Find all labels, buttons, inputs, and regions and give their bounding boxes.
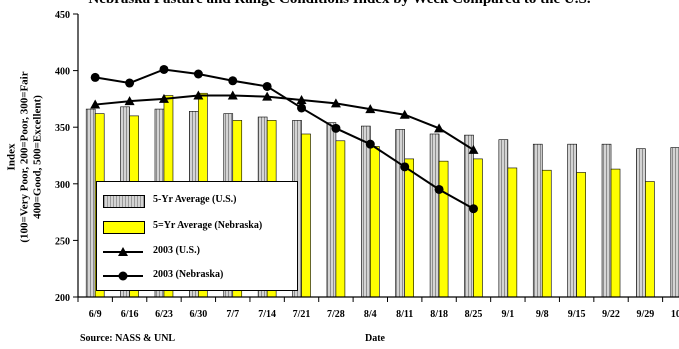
- source-note: Source: NASS & UNL: [80, 333, 176, 344]
- y-axis-label-line-3: 400=Good, 500=Excellent): [31, 95, 44, 219]
- x-tick-label: 8/18: [430, 309, 448, 320]
- y-axis-label: Index (100=Very Poor, 200=Poor, 300=Fair…: [6, 27, 45, 287]
- bar-nebraska-average: [404, 158, 414, 298]
- legend: 5-Yr Average (U.S.) 5=Yr Average (Nebras…: [96, 181, 298, 291]
- point-nebraska-2003: [365, 139, 375, 149]
- bar-us-average: [532, 143, 543, 298]
- bar-us-average: [85, 108, 96, 298]
- x-tick-label: 9/29: [637, 309, 655, 320]
- y-axis-label-line-1: Index: [5, 143, 18, 171]
- bar-us-average: [636, 148, 646, 298]
- bar-nebraska-average: [610, 168, 621, 298]
- point-nebraska-2003: [193, 69, 203, 79]
- bar-us-average: [567, 143, 577, 298]
- bar-us-average: [670, 147, 679, 298]
- y-tick-label: 350: [55, 123, 70, 134]
- bar-nebraska-average: [335, 140, 346, 298]
- bar-us-average: [601, 143, 612, 298]
- x-tick-label: 8/11: [396, 309, 413, 320]
- point-us-2003: [468, 144, 479, 154]
- x-tick-label: 6/30: [189, 309, 207, 320]
- point-nebraska-2003: [125, 78, 135, 88]
- y-tick-label: 300: [55, 180, 70, 191]
- point-us-2003: [158, 93, 169, 103]
- bar-nebraska-average: [541, 169, 552, 298]
- line-nebraska-2003: [95, 68, 474, 210]
- bar-us-average: [464, 134, 474, 298]
- bar-nebraska-average: [370, 146, 380, 298]
- x-axis-label: Date: [365, 333, 385, 344]
- point-us-2003: [124, 96, 135, 106]
- x-tick-label: 7/14: [258, 309, 276, 320]
- x-tick-label: 7/7: [226, 309, 239, 320]
- x-tick-label: 6/9: [89, 309, 102, 320]
- y-tick-label: 250: [55, 236, 70, 247]
- point-us-2003: [365, 104, 376, 114]
- point-nebraska-2003: [228, 76, 238, 86]
- y-axis-label-line-2: (100=Very Poor, 200=Poor, 300=Fair: [18, 71, 31, 243]
- line-us-2003: [95, 94, 475, 151]
- x-tick-label: 7/28: [327, 309, 345, 320]
- legend-swatch-2003-us: [103, 247, 143, 256]
- point-nebraska-2003: [331, 123, 341, 133]
- x-tick-label: 9/8: [536, 309, 549, 320]
- x-tick-label: 9/22: [602, 309, 620, 320]
- point-nebraska-2003: [262, 81, 272, 91]
- legend-item-nebraska-average: 5=Yr Average (Nebraska): [97, 217, 297, 237]
- bar-us-average: [498, 139, 509, 298]
- bar-us-average: [326, 122, 337, 298]
- point-us-2003: [296, 95, 307, 105]
- x-tick-label: 10/6: [671, 309, 679, 320]
- point-us-2003: [90, 99, 101, 109]
- x-tick-label: 6/23: [155, 309, 173, 320]
- bar-nebraska-average: [507, 167, 518, 298]
- bar-nebraska-average: [645, 181, 655, 298]
- chart-title: Nebraska Pasture and Range Conditions In…: [0, 0, 679, 8]
- bar-nebraska-average: [438, 160, 449, 298]
- legend-item-us-average: 5-Yr Average (U.S.): [97, 191, 297, 211]
- point-nebraska-2003: [468, 204, 478, 214]
- x-tick-label: 8/4: [364, 309, 377, 320]
- legend-item-2003-us: 2003 (U.S.): [97, 242, 297, 262]
- point-nebraska-2003: [400, 162, 410, 172]
- point-us-2003: [227, 90, 238, 100]
- axes-group: 200 250 300 350 400 450 6/9 6/16 6/23 6/30 7/7 7/14…: [55, 10, 679, 320]
- y-tick-label: 400: [55, 67, 70, 78]
- legend-label-2003-nebraska: 2003 (Nebraska): [153, 269, 224, 280]
- point-us-2003: [399, 109, 410, 119]
- point-nebraska-2003: [434, 184, 444, 194]
- lines-group: [90, 64, 479, 214]
- legend-label-us-average: 5-Yr Average (U.S.): [153, 194, 237, 205]
- point-us-2003: [330, 98, 341, 108]
- point-us-2003: [434, 123, 445, 133]
- legend-swatch-nebraska-average: [103, 221, 145, 234]
- legend-label-nebraska-average: 5=Yr Average (Nebraska): [153, 220, 263, 231]
- legend-swatch-us-average: [103, 195, 145, 208]
- x-tick-label: 7/21: [293, 309, 311, 320]
- point-nebraska-2003: [297, 103, 307, 113]
- point-nebraska-2003: [90, 72, 100, 82]
- y-tick-label: 450: [55, 10, 70, 21]
- point-us-2003: [193, 90, 204, 100]
- bar-nebraska-average: [576, 172, 586, 298]
- bar-us-average: [429, 133, 440, 298]
- legend-swatch-2003-nebraska: [103, 271, 143, 281]
- bar-us-average: [395, 129, 405, 298]
- point-nebraska-2003: [159, 64, 169, 74]
- bar-nebraska-average: [301, 133, 311, 298]
- x-tick-label: 6/16: [121, 309, 139, 320]
- x-tick-label: 9/15: [568, 309, 586, 320]
- point-us-2003: [262, 91, 273, 101]
- legend-item-2003-nebraska: 2003 (Nebraska): [97, 266, 297, 286]
- x-tick-label: 8/25: [465, 309, 483, 320]
- bar-us-average: [361, 125, 371, 298]
- legend-label-2003-us: 2003 (U.S.): [153, 245, 200, 256]
- bar-nebraska-average: [473, 158, 483, 298]
- x-tick-label: 9/1: [501, 309, 514, 320]
- y-tick-label: 200: [55, 293, 70, 304]
